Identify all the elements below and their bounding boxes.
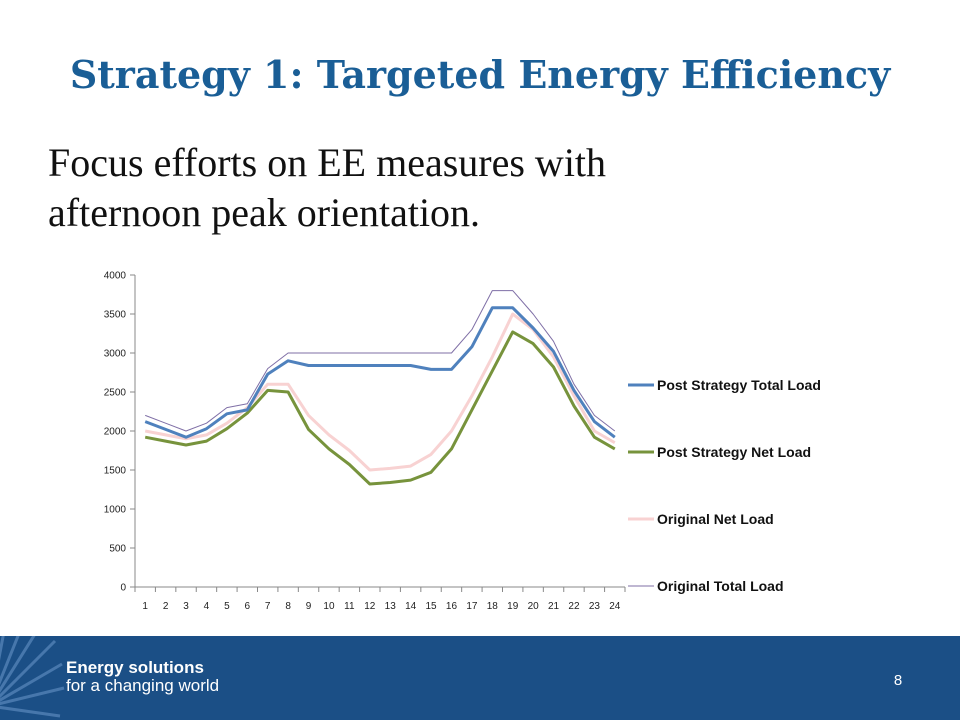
legend-label: Post Strategy Net Load (657, 444, 811, 460)
x-tick-label: 20 (528, 601, 540, 612)
x-tick-label: 19 (507, 601, 519, 612)
brand-line-2: for a changing world (66, 676, 220, 695)
y-tick-label: 500 (109, 544, 126, 555)
x-tick-label: 14 (405, 601, 417, 612)
slide-body: Focus efforts on EE measures with aftern… (48, 138, 908, 238)
body-line-1: Focus efforts on EE measures with (48, 140, 607, 185)
y-tick-label: 2000 (104, 427, 127, 438)
x-tick-label: 6 (245, 601, 251, 612)
x-tick-label: 16 (446, 601, 458, 612)
legend-label: Post Strategy Total Load (657, 377, 821, 393)
x-tick-label: 17 (466, 601, 478, 612)
brand-line-1: Energy solutions (66, 658, 204, 677)
slide-title: Strategy 1: Targeted Energy Efficiency (69, 52, 891, 97)
x-tick-label: 21 (548, 601, 560, 612)
x-tick-label: 10 (323, 601, 335, 612)
legend-label: Original Net Load (657, 511, 774, 527)
y-tick-label: 3500 (104, 310, 127, 321)
series-line-original-total-load (145, 290, 616, 432)
x-tick-label: 8 (285, 601, 291, 612)
x-tick-label: 24 (609, 601, 621, 612)
y-tick-label: 3000 (104, 349, 127, 360)
footer-bar: Energy solutions for a changing world 8 (0, 636, 960, 720)
x-tick-label: 9 (306, 601, 312, 612)
series-line-post-strategy-net-load (144, 330, 616, 486)
x-tick-label: 3 (183, 601, 189, 612)
series-line-original-net-load (144, 312, 616, 472)
x-tick-label: 12 (364, 601, 376, 612)
x-tick-label: 5 (224, 601, 230, 612)
y-tick-label: 0 (120, 583, 126, 594)
y-tick-label: 4000 (104, 271, 127, 282)
x-tick-label: 4 (204, 601, 210, 612)
x-tick-label: 15 (425, 601, 437, 612)
x-tick-label: 18 (487, 601, 499, 612)
x-tick-label: 2 (163, 601, 169, 612)
y-tick-label: 1000 (104, 505, 127, 516)
y-tick-label: 2500 (104, 388, 127, 399)
body-line-2: afternoon peak orientation. (48, 190, 481, 235)
series-line-post-strategy-total-load (144, 306, 616, 439)
x-tick-label: 13 (385, 601, 397, 612)
y-tick-label: 1500 (104, 466, 127, 477)
legend-label: Original Total Load (657, 578, 784, 594)
x-tick-label: 1 (142, 601, 148, 612)
x-tick-label: 22 (568, 601, 580, 612)
x-tick-label: 11 (344, 601, 355, 612)
page-number: 8 (893, 672, 903, 689)
x-tick-label: 23 (589, 601, 601, 612)
starburst-logo-icon (0, 636, 65, 718)
x-tick-label: 7 (265, 601, 271, 612)
